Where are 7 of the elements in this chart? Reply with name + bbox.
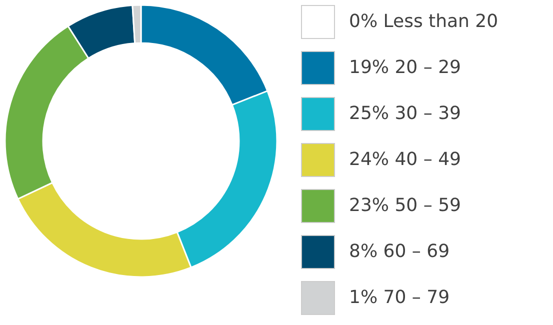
legend-label: 1% 70 – 79 (349, 287, 450, 308)
legend-label: 23% 50 – 59 (349, 195, 461, 216)
legend-label: 0% Less than 20 (349, 11, 498, 32)
legend-label: 25% 30 – 39 (349, 103, 461, 124)
legend-label: 19% 20 – 29 (349, 57, 461, 78)
legend-label: 8% 60 – 69 (349, 241, 450, 262)
legend-label: 24% 40 – 49 (349, 149, 461, 170)
